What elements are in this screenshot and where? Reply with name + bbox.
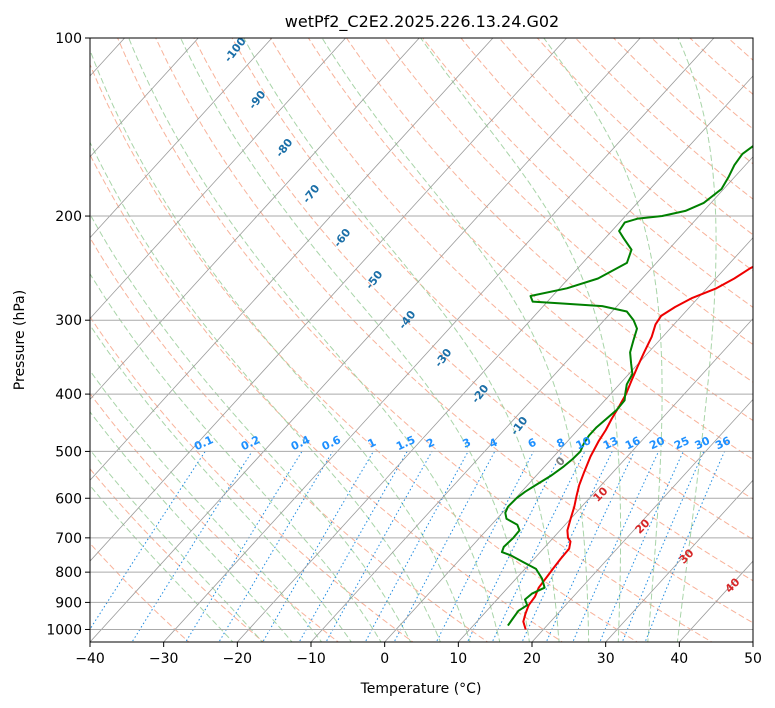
mixing-ratio-lines xyxy=(90,451,725,642)
isotherm-line xyxy=(384,237,753,642)
chart-title: wetPf2_C2E2.2025.226.13.24.G02 xyxy=(285,12,559,32)
isotherm-line xyxy=(90,38,199,158)
isotherm-line xyxy=(90,38,494,481)
x-tick-label: −10 xyxy=(296,651,326,667)
isotherm-line xyxy=(90,38,273,239)
y-tick-label: 1000 xyxy=(46,623,82,639)
dry-adiabat-line xyxy=(422,38,753,346)
x-tick-label: −40 xyxy=(75,651,105,667)
y-tick-label: 800 xyxy=(55,565,82,581)
isotherm-line xyxy=(163,38,715,642)
y-tick-label: 100 xyxy=(55,31,82,47)
isobars xyxy=(90,38,753,630)
dry-adiabat-line xyxy=(269,38,753,500)
mixing-ratio-label: 13 xyxy=(601,434,620,452)
mixing-ratio-line xyxy=(185,451,303,642)
moist-adiabat-line xyxy=(676,38,717,642)
x-tick-label: 20 xyxy=(523,651,541,667)
mixing-ratio-line xyxy=(644,451,725,642)
moist-adiabat-line xyxy=(90,324,352,642)
isotherm-line xyxy=(531,398,753,642)
mixing-ratio-line xyxy=(262,451,374,642)
mixing-ratio-label: 10 xyxy=(574,434,594,452)
mixing-ratio-label: 36 xyxy=(713,434,733,452)
x-tick-label: 0 xyxy=(380,651,389,667)
mixing-ratio-line xyxy=(491,451,586,642)
isotherm-line xyxy=(90,38,347,320)
mixing-ratio-line xyxy=(218,451,334,642)
x-tick-label: 40 xyxy=(670,651,688,667)
isotherm-line xyxy=(605,479,753,642)
temperature-profile-line xyxy=(522,265,753,630)
y-tick-label: 500 xyxy=(55,444,82,460)
x-tick-label: −20 xyxy=(223,651,253,667)
x-tick-label: 10 xyxy=(449,651,467,667)
x-tick-labels: −40 −30 −20 −10 0 10 20 30 40 50 xyxy=(75,651,762,667)
dry-adiabat-line xyxy=(193,38,753,582)
isotherm-line xyxy=(90,38,420,401)
isotherm-line xyxy=(90,38,641,642)
y-tick-label: 300 xyxy=(55,313,82,329)
isotherm-line xyxy=(90,38,568,562)
mixing-ratio-label: 16 xyxy=(623,434,643,452)
isotherm-line xyxy=(236,75,753,642)
mixing-ratio-line xyxy=(131,451,253,642)
x-tick-label: 30 xyxy=(597,651,615,667)
y-tick-label: 700 xyxy=(55,531,82,547)
mixing-ratio-line xyxy=(621,451,705,642)
moist-adiabat-line xyxy=(543,38,663,642)
mixing-ratio-line xyxy=(364,451,469,642)
dry-adiabat-line xyxy=(307,38,753,461)
isotherm-line xyxy=(310,156,753,642)
plot-frame xyxy=(89,37,754,643)
moist-adiabat-line xyxy=(90,48,471,642)
moist-adiabat-line xyxy=(128,38,501,642)
y-tick-label: 900 xyxy=(55,595,82,611)
y-tick-label: 200 xyxy=(55,209,82,225)
dry-adiabat-line xyxy=(90,315,414,642)
x-tick-label: −30 xyxy=(149,651,179,667)
y-tick-labels: 100 200 300 400 500 600 700 800 900 1000 xyxy=(46,31,82,639)
isotherm-line xyxy=(457,317,753,642)
isotherms xyxy=(90,38,753,642)
mixing-ratio-line xyxy=(393,451,496,642)
y-tick-label: 600 xyxy=(55,491,82,507)
dry-adiabat-line xyxy=(231,38,753,541)
x-tick-label: 50 xyxy=(744,651,762,667)
mixing-ratio-label: 20 xyxy=(647,434,667,452)
mixing-ratio-label: 30 xyxy=(693,434,713,452)
mixing-ratio-line xyxy=(435,451,535,642)
dry-adiabat-line xyxy=(346,38,753,422)
x-axis-label: Temperature (°C) xyxy=(360,681,482,697)
axis-ticks xyxy=(85,37,754,647)
dewpoint-profile-line xyxy=(500,144,753,627)
mixing-ratio-label: 25 xyxy=(672,434,691,452)
mixing-ratio-line xyxy=(521,451,613,642)
sounding-profiles xyxy=(500,144,753,630)
y-tick-label: 400 xyxy=(55,387,82,403)
mixing-ratio-line xyxy=(90,451,206,631)
moist-adiabat-line xyxy=(243,38,560,642)
y-axis-label: Pressure (hPa) xyxy=(12,290,28,390)
